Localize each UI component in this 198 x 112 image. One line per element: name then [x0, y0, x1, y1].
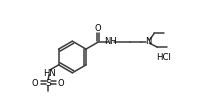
Text: O: O — [32, 79, 39, 87]
Text: NH: NH — [105, 37, 117, 46]
Text: HN: HN — [43, 69, 55, 78]
Text: HCl: HCl — [156, 53, 171, 62]
Text: O: O — [58, 79, 64, 87]
Text: N: N — [145, 37, 151, 46]
Text: S: S — [45, 79, 51, 87]
Text: O: O — [95, 24, 101, 33]
